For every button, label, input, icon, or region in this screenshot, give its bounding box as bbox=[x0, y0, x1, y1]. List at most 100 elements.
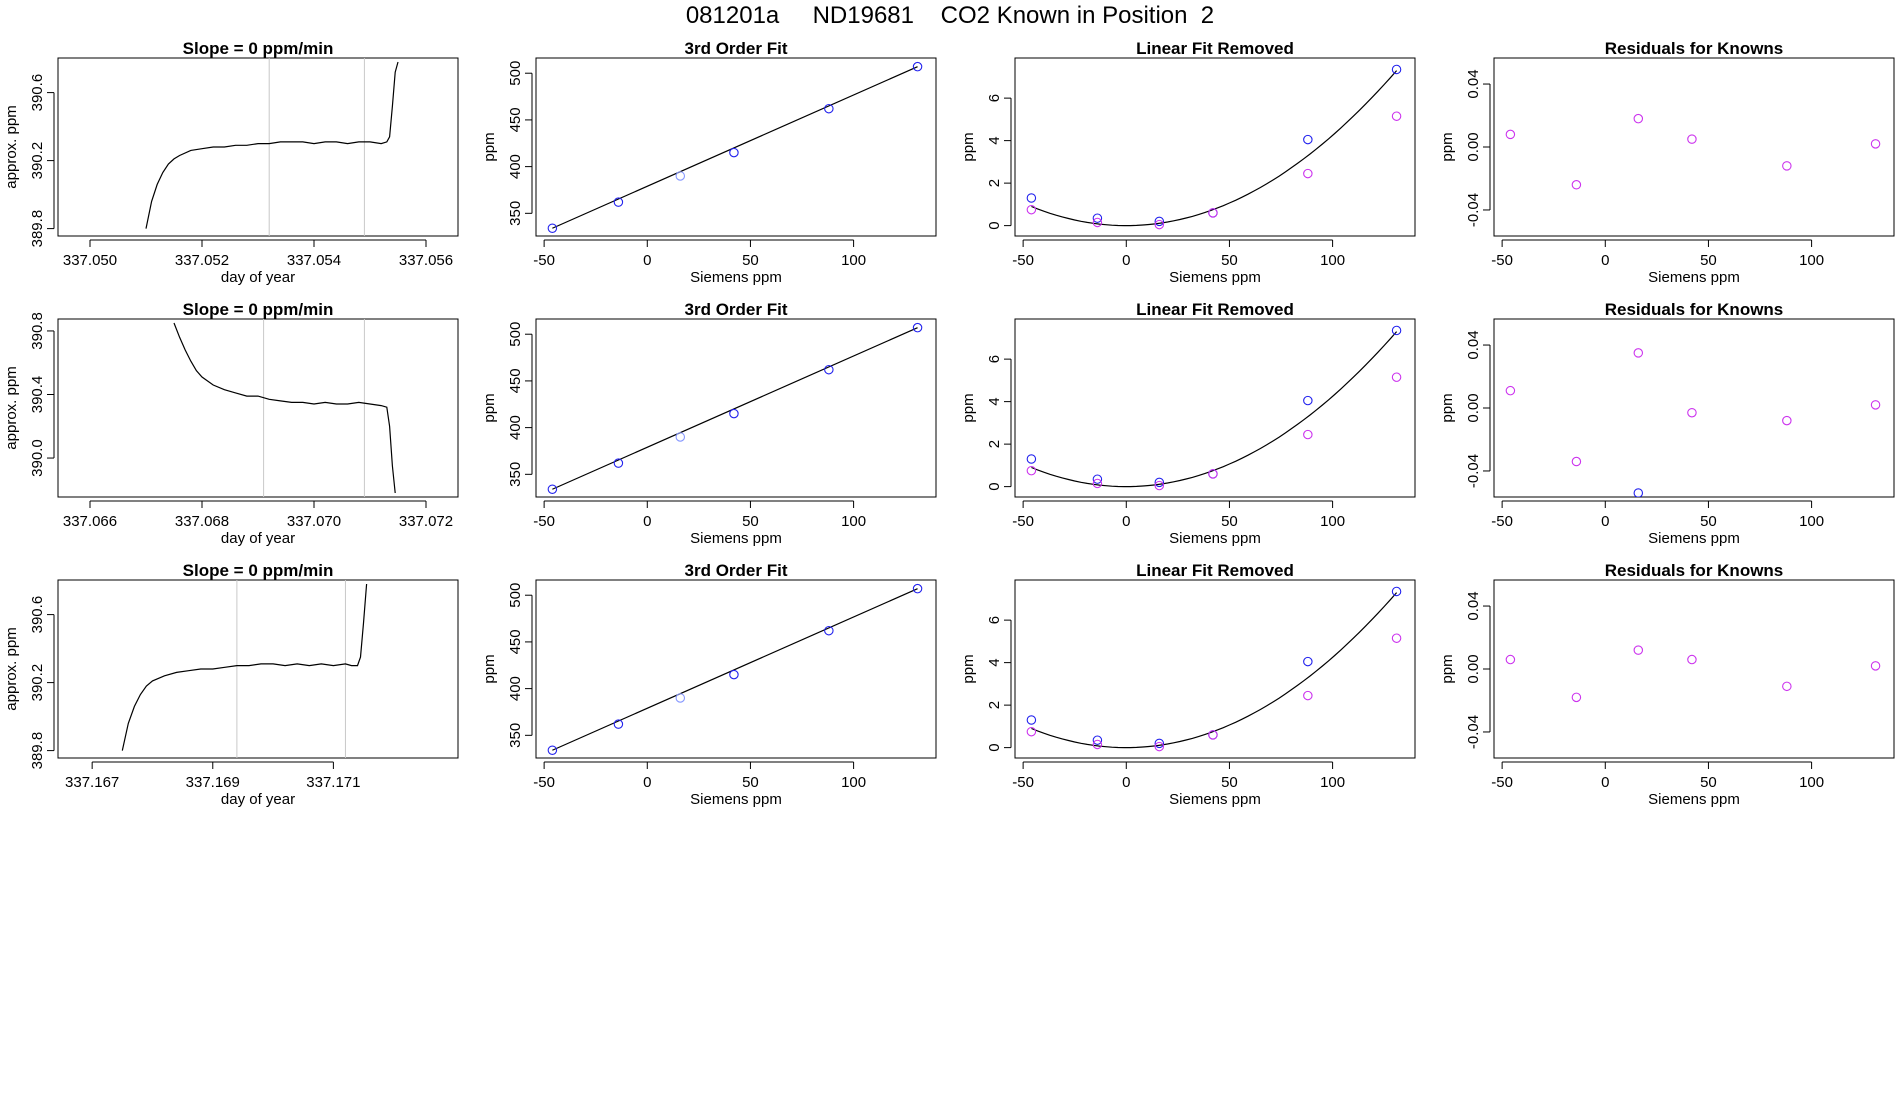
data-point bbox=[1391, 325, 1402, 336]
y-axis-label: ppm bbox=[960, 132, 977, 161]
series-line bbox=[145, 61, 399, 229]
x-tick-label: -50 bbox=[1491, 774, 1513, 791]
data-point bbox=[1208, 469, 1218, 479]
data-point bbox=[824, 364, 834, 375]
x-axis-label: Siemens ppm bbox=[1169, 530, 1261, 547]
y-tick-label: 400 bbox=[507, 154, 524, 179]
y-tick-label: 0.00 bbox=[1465, 654, 1482, 683]
data-point bbox=[1633, 348, 1644, 358]
data-point bbox=[1303, 429, 1313, 440]
plot-frame bbox=[57, 57, 459, 237]
plot-area bbox=[1026, 325, 1402, 491]
x-axis-label: Siemens ppm bbox=[1648, 530, 1740, 547]
y-tick-label: -0.04 bbox=[1465, 454, 1482, 488]
x-tick-label: 337.169 bbox=[186, 774, 240, 791]
y-axis-label: approx. ppm bbox=[3, 366, 20, 449]
y-tick-label: 0 bbox=[986, 482, 1003, 490]
data-point bbox=[1870, 400, 1881, 410]
y-tick-label: 4 bbox=[986, 397, 1003, 405]
y-tick-label: 500 bbox=[507, 583, 524, 608]
y-tick-label: 0.04 bbox=[1465, 591, 1482, 620]
y-tick-label: 6 bbox=[986, 616, 1003, 624]
chart-title: Residuals for Knowns bbox=[1605, 561, 1784, 580]
x-tick-label: 100 bbox=[841, 252, 866, 269]
plot-area bbox=[121, 580, 368, 758]
y-tick-label: 500 bbox=[507, 322, 524, 347]
fit-curve bbox=[1031, 592, 1398, 749]
data-point bbox=[1571, 692, 1582, 703]
plot-area bbox=[1505, 348, 1881, 497]
plot-frame bbox=[1493, 318, 1895, 498]
y-tick-label: 350 bbox=[507, 723, 524, 748]
x-tick-label: -50 bbox=[1491, 252, 1513, 269]
data-point bbox=[1782, 161, 1792, 171]
y-tick-label: 0 bbox=[986, 743, 1003, 751]
x-axis-label: Siemens ppm bbox=[1648, 791, 1740, 808]
x-tick-label: -50 bbox=[533, 252, 555, 269]
y-tick-label: -0.04 bbox=[1465, 193, 1482, 227]
data-point bbox=[824, 625, 834, 636]
y-axis-label: ppm bbox=[481, 393, 498, 422]
y-tick-label: 2 bbox=[986, 440, 1003, 448]
y-axis-label: ppm bbox=[960, 393, 977, 422]
x-axis-label: Siemens ppm bbox=[1169, 791, 1261, 808]
y-axis-label: ppm bbox=[481, 654, 498, 683]
data-point bbox=[1687, 407, 1697, 418]
data-point bbox=[1391, 372, 1402, 382]
data-point bbox=[1633, 113, 1644, 124]
series-line bbox=[173, 322, 396, 494]
x-tick-label: 0 bbox=[643, 252, 651, 269]
y-axis-label: ppm bbox=[960, 654, 977, 683]
x-tick-label: 337.056 bbox=[399, 252, 453, 269]
plot-frame bbox=[57, 579, 459, 759]
y-axis-label: approx. ppm bbox=[3, 627, 20, 710]
y-tick-label: 390.6 bbox=[29, 596, 46, 634]
y-tick-label: 0.04 bbox=[1465, 330, 1482, 359]
x-tick-label: 337.171 bbox=[306, 774, 360, 791]
data-point bbox=[1391, 64, 1402, 75]
data-point bbox=[1782, 415, 1792, 426]
x-tick-label: 100 bbox=[1799, 513, 1824, 530]
data-point bbox=[1026, 715, 1037, 725]
y-tick-label: 450 bbox=[507, 368, 524, 393]
x-axis-label: day of year bbox=[221, 269, 295, 286]
x-tick-label: 337.068 bbox=[175, 513, 229, 530]
y-tick-label: 390.2 bbox=[29, 142, 46, 180]
data-point bbox=[1303, 134, 1313, 145]
x-tick-label: 0 bbox=[1601, 252, 1609, 269]
plot-frame bbox=[1014, 318, 1416, 498]
chart-panel: Slope = 0 ppm/min 337.050 337.052 337.054 33… bbox=[3, 39, 459, 286]
data-point bbox=[1687, 134, 1697, 144]
chart-title: Slope = 0 ppm/min bbox=[183, 561, 334, 580]
x-tick-label: 100 bbox=[1320, 513, 1345, 530]
data-point bbox=[547, 223, 558, 234]
data-point bbox=[1782, 681, 1792, 692]
data-point bbox=[1303, 168, 1313, 179]
data-point bbox=[547, 745, 558, 756]
x-tick-label: 337.050 bbox=[63, 252, 117, 269]
fit-line bbox=[552, 588, 918, 751]
y-tick-label: 6 bbox=[986, 94, 1003, 102]
data-point bbox=[1154, 741, 1165, 752]
y-axis-label: approx. ppm bbox=[3, 105, 20, 188]
data-point bbox=[613, 719, 624, 729]
y-tick-label: 390.8 bbox=[29, 312, 46, 350]
chart-panel: 3rd Order Fit -50 0 50 100 Siemens ppm 350 400 4… bbox=[481, 561, 937, 808]
x-axis-label: Siemens ppm bbox=[690, 791, 782, 808]
x-tick-label: 337.054 bbox=[287, 252, 341, 269]
y-tick-label: 390.4 bbox=[29, 376, 46, 414]
data-point bbox=[1092, 213, 1103, 223]
data-point bbox=[1391, 633, 1402, 643]
plot-area bbox=[1026, 586, 1402, 752]
fit-curve bbox=[1031, 70, 1398, 227]
data-point bbox=[1154, 216, 1165, 227]
x-tick-label: 0 bbox=[643, 513, 651, 530]
fit-line bbox=[552, 66, 918, 229]
plot-area bbox=[547, 322, 923, 495]
x-tick-label: 50 bbox=[742, 774, 759, 791]
y-tick-label: 450 bbox=[507, 107, 524, 132]
data-point bbox=[1026, 454, 1037, 464]
y-tick-label: 350 bbox=[507, 201, 524, 226]
data-point bbox=[1505, 385, 1516, 396]
